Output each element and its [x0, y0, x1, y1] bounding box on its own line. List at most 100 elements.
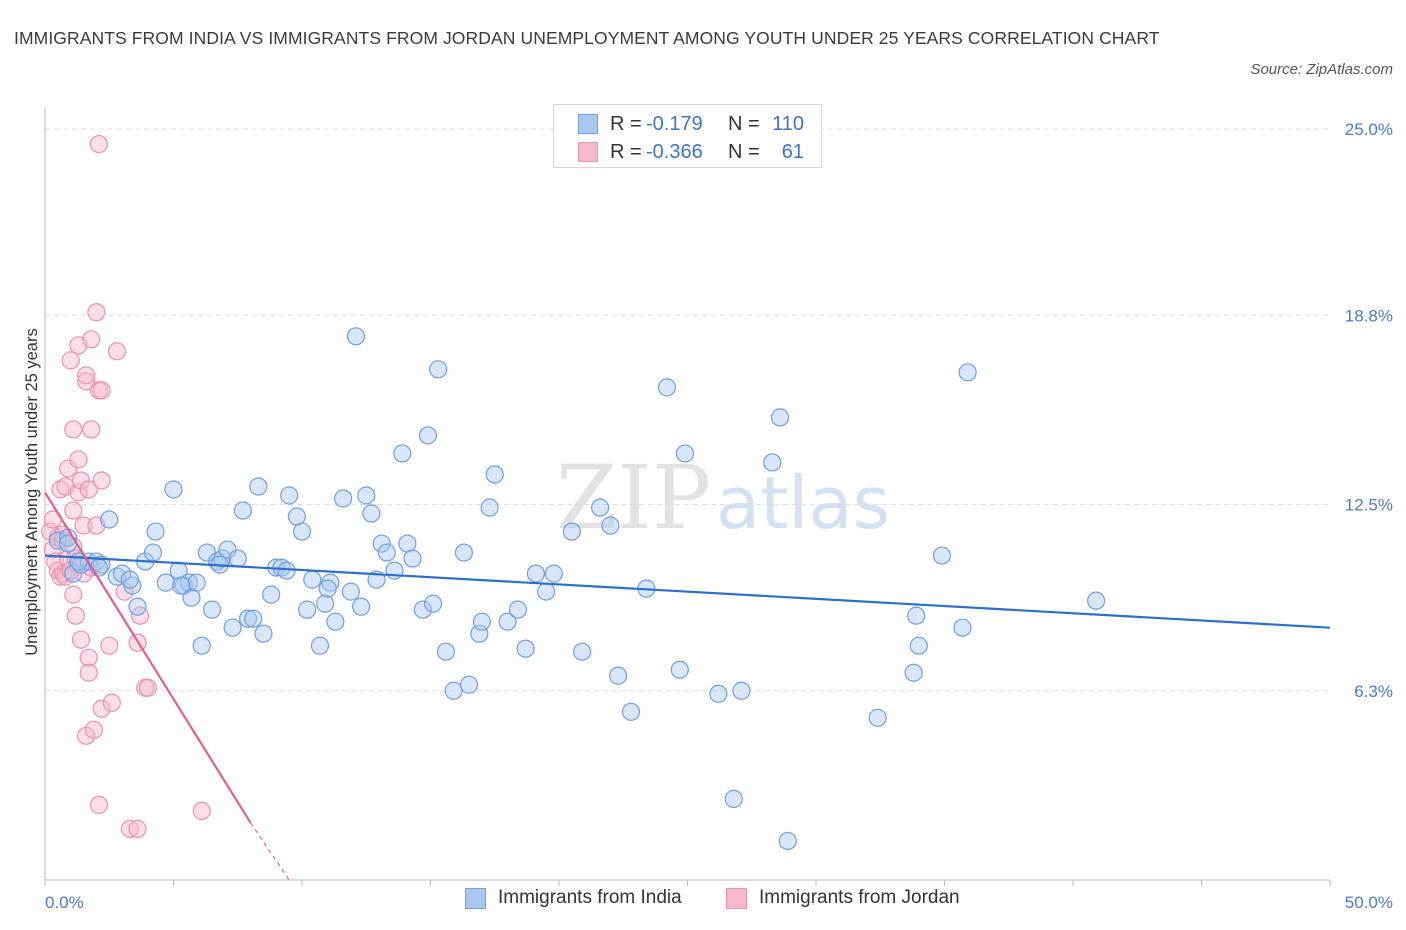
- point-india: [591, 498, 610, 517]
- point-jordan: [77, 366, 96, 385]
- point-india: [675, 444, 695, 463]
- point-india: [249, 477, 268, 496]
- point-india: [562, 522, 581, 541]
- point-jordan: [87, 303, 106, 322]
- point-india: [403, 549, 422, 568]
- legend-row-india: R = -0.179 N = 110: [578, 111, 804, 137]
- watermark: ZIP atlas: [556, 446, 890, 549]
- point-jordan: [51, 480, 70, 499]
- point-india: [454, 543, 474, 562]
- legend-item-jordan[interactable]: Immigrants from Jordan: [726, 887, 960, 909]
- point-jordan: [79, 648, 98, 667]
- point-jordan: [192, 801, 211, 821]
- point-jordan: [84, 720, 103, 739]
- series-india-points: [48, 327, 1106, 851]
- point-india: [670, 660, 689, 679]
- legend-r-label: R =: [610, 140, 642, 163]
- point-india: [932, 546, 952, 565]
- point-india: [277, 561, 296, 580]
- point-india: [334, 489, 353, 508]
- point-india: [429, 360, 448, 379]
- point-india: [362, 504, 381, 523]
- point-india: [100, 510, 119, 529]
- point-india: [724, 789, 743, 808]
- point-jordan: [89, 795, 109, 815]
- legend-swatch-jordan: [578, 142, 598, 162]
- point-jordan: [64, 420, 83, 439]
- point-india: [326, 612, 345, 631]
- x-tick-label: 0.0%: [45, 893, 84, 912]
- point-india: [732, 681, 751, 700]
- point-india: [472, 612, 491, 631]
- point-jordan: [79, 663, 98, 682]
- point-india: [48, 531, 67, 550]
- point-india: [244, 609, 263, 628]
- point-india: [459, 675, 479, 694]
- point-india: [352, 597, 371, 616]
- legend-item-india[interactable]: Immigrants from India: [465, 887, 682, 909]
- y-axis-title: Unemployment Among Youth under 25 years: [23, 328, 41, 655]
- point-india: [303, 570, 322, 589]
- point-india: [254, 624, 273, 643]
- point-india: [413, 600, 432, 619]
- point-india: [192, 636, 211, 655]
- y-tick-label: 18.8%: [1345, 306, 1393, 325]
- point-india: [372, 534, 391, 553]
- point-india: [143, 543, 163, 562]
- point-india: [164, 480, 183, 499]
- point-india: [953, 618, 972, 637]
- chart-title: IMMIGRANTS FROM INDIA VS IMMIGRANTS FROM…: [14, 28, 1160, 48]
- point-india: [778, 831, 797, 851]
- point-india: [172, 576, 191, 595]
- y-tick-label: 6.3%: [1354, 682, 1393, 701]
- point-india: [316, 594, 335, 613]
- y-tick-labels: 6.3% 12.5% 18.8% 25.0%: [1345, 120, 1393, 701]
- point-india: [444, 681, 463, 700]
- x-tick-label: 50.0%: [1345, 893, 1393, 912]
- point-india: [526, 564, 545, 583]
- point-india: [146, 522, 165, 541]
- legend-row-jordan: R = -0.366 N = 61: [578, 139, 804, 165]
- point-india: [120, 570, 139, 589]
- point-india: [357, 486, 376, 505]
- point-india: [393, 444, 412, 463]
- grid-lines: [45, 128, 1330, 692]
- x-minor-ticks: [44, 880, 1331, 886]
- point-india: [958, 363, 977, 382]
- point-india: [262, 585, 281, 604]
- point-india: [907, 606, 926, 625]
- point-jordan: [102, 693, 121, 712]
- point-india: [128, 597, 147, 616]
- point-india: [609, 666, 628, 685]
- point-jordan: [64, 585, 83, 604]
- point-jordan: [92, 471, 111, 490]
- point-india: [621, 702, 641, 721]
- point-jordan: [69, 450, 88, 469]
- legend-n-label: N =: [728, 140, 760, 163]
- point-india: [770, 408, 790, 427]
- legend-n-value-jordan: 61: [781, 140, 804, 163]
- point-india: [537, 582, 556, 601]
- legend-r-value-india: -0.179: [646, 112, 703, 135]
- trend-lines: [44, 491, 1331, 881]
- point-jordan: [74, 516, 93, 535]
- point-jordan: [79, 480, 98, 499]
- point-jordan: [82, 330, 101, 349]
- source-note: Source: ZipAtlas.com: [1250, 61, 1393, 78]
- point-india: [341, 582, 360, 601]
- correlation-legend: R = -0.179 N = 110 R = -0.366 N = 61: [553, 104, 822, 168]
- point-india: [346, 327, 366, 346]
- point-india: [485, 465, 504, 484]
- point-india: [709, 684, 728, 703]
- watermark-atlas: atlas: [716, 461, 890, 545]
- point-india: [228, 549, 247, 568]
- point-india: [418, 426, 438, 445]
- legend-swatch-india: [465, 887, 486, 909]
- series-jordan-points: [41, 134, 211, 839]
- point-jordan: [61, 351, 80, 370]
- point-india: [508, 600, 527, 619]
- point-india: [904, 663, 923, 682]
- point-india: [92, 555, 111, 574]
- point-india: [868, 708, 887, 727]
